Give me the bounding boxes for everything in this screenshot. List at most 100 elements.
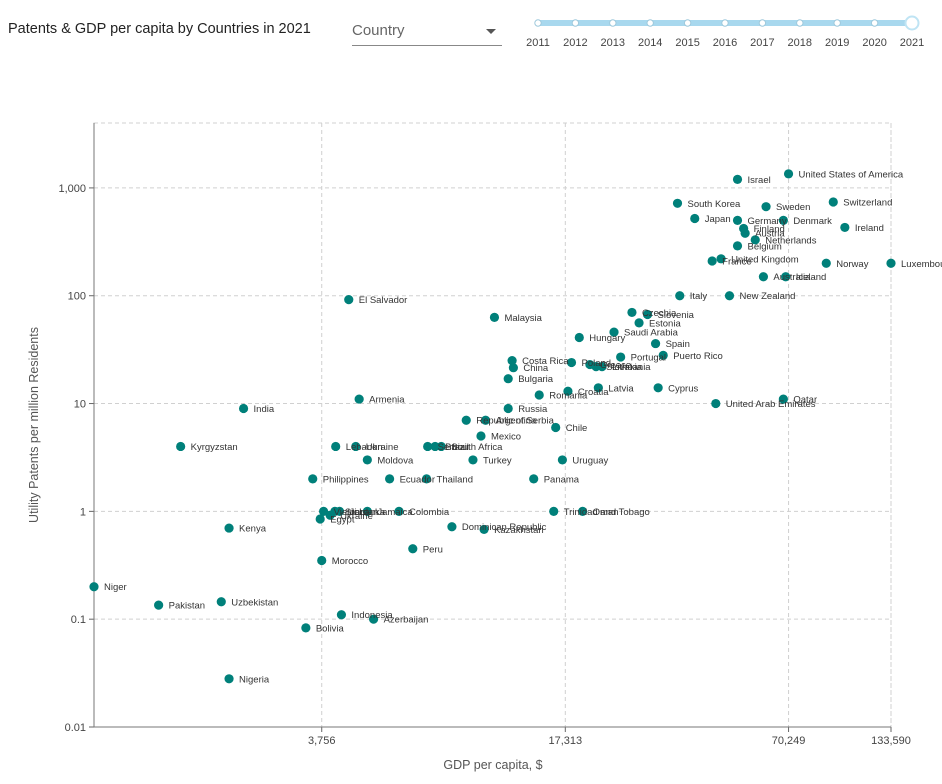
data-point[interactable] <box>642 309 653 320</box>
data-point[interactable] <box>609 327 619 337</box>
data-point[interactable] <box>597 362 607 372</box>
data-point[interactable] <box>616 352 626 362</box>
data-point[interactable] <box>750 235 760 245</box>
data-point[interactable] <box>461 415 471 425</box>
data-point[interactable] <box>479 524 489 535</box>
data-point[interactable] <box>566 357 577 368</box>
data-point[interactable] <box>351 441 361 452</box>
data-point[interactable] <box>489 312 500 322</box>
data-point[interactable] <box>238 403 249 414</box>
data-point[interactable] <box>574 332 584 343</box>
data-point[interactable] <box>447 522 457 532</box>
timeline-stop[interactable] <box>646 19 654 27</box>
data-point[interactable] <box>476 431 486 441</box>
timeline-year-label[interactable]: 2014 <box>638 37 662 49</box>
data-point[interactable] <box>840 222 850 233</box>
timeline-stop[interactable] <box>683 19 692 27</box>
country-select[interactable]: Country <box>352 18 502 46</box>
data-point[interactable] <box>534 390 544 400</box>
data-point[interactable] <box>781 272 791 282</box>
data-point[interactable] <box>331 441 341 452</box>
timeline-year-label[interactable]: 2011 <box>526 37 550 49</box>
data-point[interactable] <box>301 623 311 633</box>
data-point[interactable] <box>732 174 743 184</box>
data-point[interactable] <box>176 441 186 452</box>
data-point[interactable] <box>828 197 838 207</box>
timeline-year-label[interactable]: 2021 <box>900 37 924 49</box>
data-point[interactable] <box>421 474 432 484</box>
data-point[interactable] <box>707 256 717 266</box>
data-point[interactable] <box>354 394 364 404</box>
data-point[interactable] <box>711 398 721 409</box>
data-point[interactable] <box>783 169 794 179</box>
data-point[interactable] <box>89 582 99 592</box>
data-point[interactable] <box>672 198 683 208</box>
data-point[interactable] <box>658 350 668 360</box>
data-point[interactable] <box>336 610 347 620</box>
data-point[interactable] <box>732 241 743 251</box>
data-point[interactable] <box>436 441 446 452</box>
data-point[interactable] <box>480 415 491 425</box>
data-point[interactable] <box>549 506 559 516</box>
timeline-stop[interactable] <box>796 19 804 27</box>
data-point[interactable] <box>325 510 335 520</box>
data-point[interactable] <box>308 474 318 484</box>
data-point[interactable] <box>468 455 478 465</box>
timeline-stop[interactable] <box>870 19 879 27</box>
data-point[interactable] <box>563 386 573 396</box>
data-point[interactable] <box>732 215 743 225</box>
data-point[interactable] <box>224 523 234 533</box>
timeline-year-label[interactable]: 2018 <box>788 37 812 49</box>
timeline-stop[interactable] <box>534 19 542 27</box>
data-point[interactable] <box>394 506 404 516</box>
timeline-year-label[interactable]: 2012 <box>563 37 587 49</box>
data-point[interactable] <box>778 215 788 225</box>
data-point[interactable] <box>385 474 395 484</box>
data-point[interactable] <box>690 213 700 224</box>
data-point[interactable] <box>503 403 513 414</box>
data-point[interactable] <box>423 441 433 452</box>
year-timeline-slider[interactable]: 2011 2012 2013 2014 2015 2016 2017 2018 2019 2020… <box>526 15 924 50</box>
data-point[interactable] <box>362 506 372 516</box>
timeline-year-label[interactable]: 2020 <box>862 37 886 49</box>
data-point[interactable] <box>778 394 788 404</box>
data-point[interactable] <box>154 600 164 610</box>
timeline-year-label[interactable]: 2015 <box>675 37 699 49</box>
data-point[interactable] <box>216 597 226 607</box>
timeline-stop[interactable] <box>571 19 580 27</box>
data-point[interactable] <box>653 383 663 393</box>
data-point[interactable] <box>716 254 726 264</box>
data-point[interactable] <box>724 291 735 301</box>
timeline-handle[interactable] <box>904 15 920 31</box>
data-point[interactable] <box>368 614 379 624</box>
data-point[interactable] <box>551 422 561 433</box>
timeline-year-label[interactable]: 2019 <box>825 37 849 49</box>
data-point[interactable] <box>315 514 325 524</box>
timeline-stop[interactable] <box>833 19 841 27</box>
timeline-stop[interactable] <box>758 19 767 27</box>
data-point[interactable] <box>627 307 637 318</box>
timeline-year-label[interactable]: 2013 <box>601 37 625 49</box>
timeline-stop[interactable] <box>721 19 729 27</box>
data-point[interactable] <box>508 363 518 373</box>
data-point[interactable] <box>886 258 896 268</box>
data-point[interactable] <box>578 506 588 516</box>
data-point[interactable] <box>821 258 831 268</box>
data-point[interactable] <box>593 383 603 393</box>
timeline-stop[interactable] <box>609 19 617 27</box>
data-point[interactable] <box>507 356 517 366</box>
timeline-year-label[interactable]: 2017 <box>750 37 774 49</box>
data-point[interactable] <box>334 506 345 516</box>
data-point[interactable] <box>529 474 539 484</box>
data-point[interactable] <box>650 338 661 349</box>
data-point[interactable] <box>758 272 769 282</box>
data-point[interactable] <box>224 674 234 684</box>
data-point[interactable] <box>557 455 567 465</box>
data-point[interactable] <box>317 555 327 566</box>
data-point[interactable] <box>344 295 354 305</box>
data-point[interactable] <box>675 291 685 301</box>
data-point[interactable] <box>634 318 644 328</box>
data-point[interactable] <box>740 228 750 238</box>
data-point[interactable] <box>503 374 513 384</box>
data-point[interactable] <box>761 202 771 212</box>
